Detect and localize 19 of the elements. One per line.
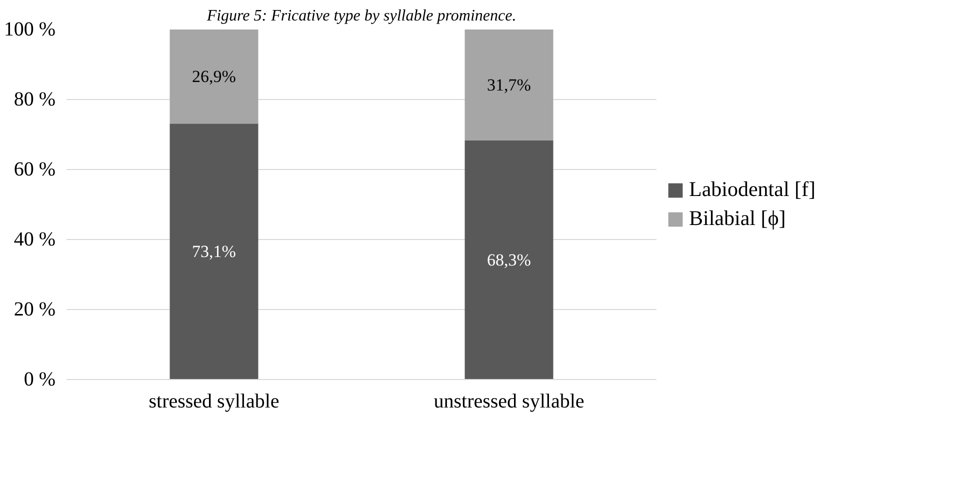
data-label: 26,9% — [192, 67, 236, 86]
x-tick-label: unstressed syllable — [434, 390, 584, 412]
y-tick-label: 20 % — [14, 298, 56, 320]
bar — [464, 30, 554, 140]
bar — [170, 30, 258, 124]
bar — [464, 140, 554, 380]
y-tick-label: 60 % — [14, 158, 56, 180]
data-label: 68,3% — [487, 250, 531, 270]
y-tick-label: 100 % — [4, 18, 56, 40]
data-label: 73,1% — [192, 242, 236, 262]
data-label: 31,7% — [487, 75, 531, 94]
bar — [170, 124, 258, 380]
legend-label: Bilabial [ϕ] — [689, 206, 786, 231]
chart-title: Figure 5: Fricative type by syllable prominence. — [206, 8, 516, 24]
y-tick-label: 40 % — [14, 228, 56, 250]
y-tick-label: 80 % — [14, 88, 56, 110]
y-tick-label: 0 % — [24, 368, 56, 390]
x-tick-label: stressed syllable — [148, 390, 280, 412]
legend-label: Labiodental [f] — [689, 177, 816, 202]
